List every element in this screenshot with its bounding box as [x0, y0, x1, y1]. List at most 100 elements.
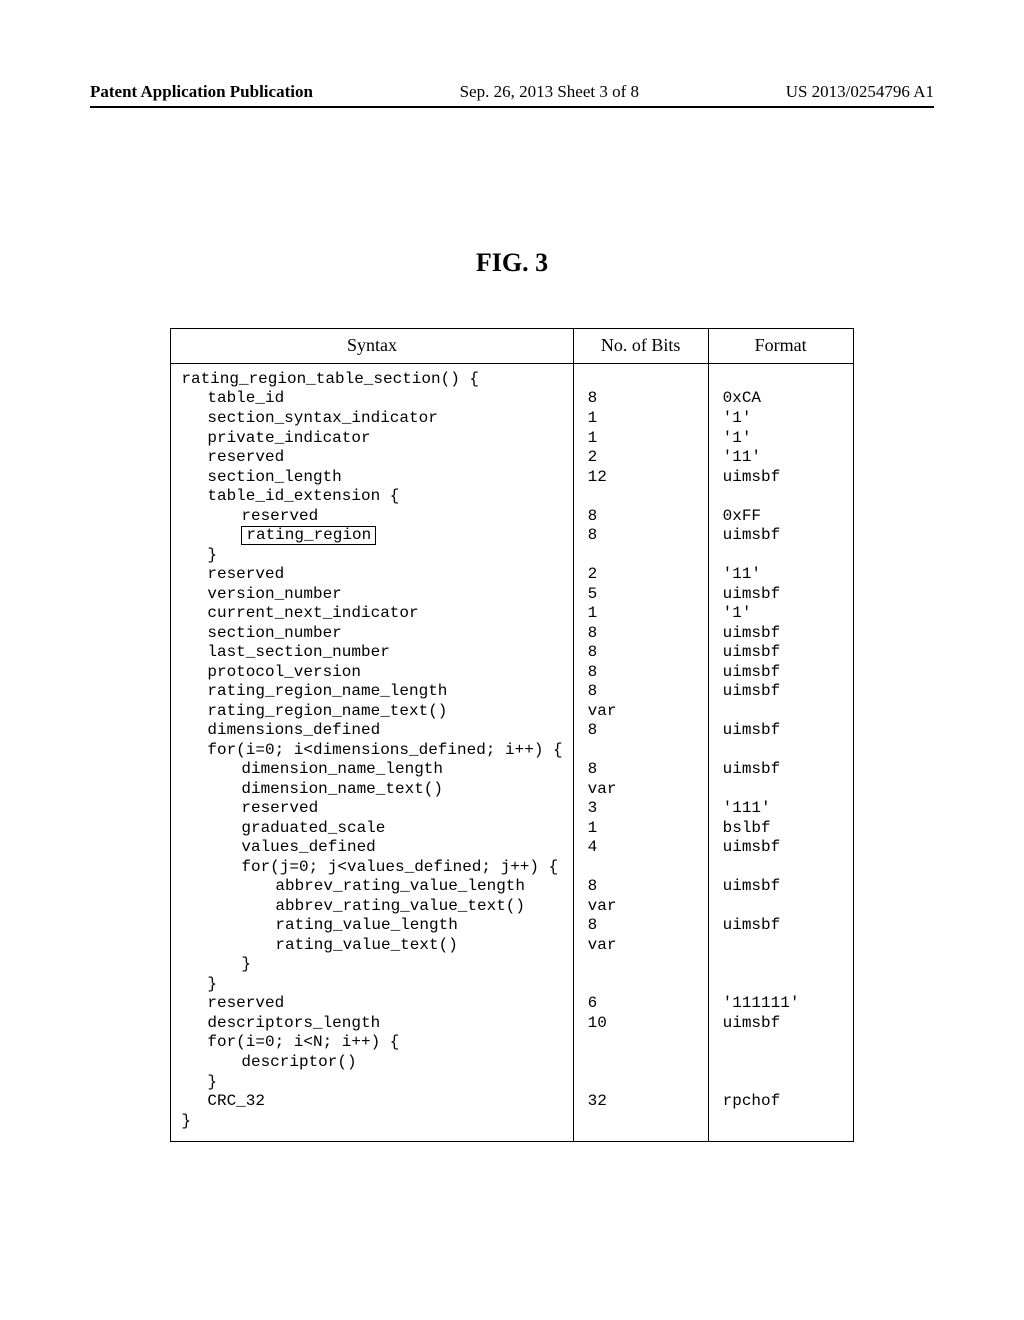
bits-line: 10	[588, 1014, 698, 1034]
format-line: uimsbf	[723, 663, 843, 683]
syntax-line: }	[181, 975, 562, 995]
format-line	[723, 1112, 843, 1132]
syntax-line: rating_region	[181, 526, 562, 546]
page: Patent Application Publication Sep. 26, …	[0, 0, 1024, 1320]
bits-line: 32	[588, 1092, 698, 1112]
syntax-line: protocol_version	[181, 663, 562, 683]
syntax-line: section_number	[181, 624, 562, 644]
syntax-line: rating_region_table_section() {	[181, 370, 562, 390]
bits-line	[588, 1053, 698, 1073]
format-line	[723, 975, 843, 995]
bits-line: 5	[588, 585, 698, 605]
syntax-line: section_syntax_indicator	[181, 409, 562, 429]
format-line	[723, 487, 843, 507]
format-line	[723, 858, 843, 878]
table-wrap: Syntax No. of Bits Format rating_region_…	[90, 328, 934, 1142]
syntax-line: descriptors_length	[181, 1014, 562, 1034]
syntax-line: rating_region_name_text()	[181, 702, 562, 722]
bits-line	[588, 546, 698, 566]
header-left: Patent Application Publication	[90, 82, 313, 102]
format-line: bslbf	[723, 819, 843, 839]
format-line: uimsbf	[723, 526, 843, 546]
bits-line	[588, 1073, 698, 1093]
syntax-line: reserved	[181, 565, 562, 585]
syntax-line: table_id	[181, 389, 562, 409]
syntax-line: values_defined	[181, 838, 562, 858]
format-line	[723, 546, 843, 566]
bits-line: 8	[588, 760, 698, 780]
format-line: '1'	[723, 409, 843, 429]
bits-line: 8	[588, 877, 698, 897]
col-header-format: Format	[708, 329, 853, 364]
syntax-line: rating_value_text()	[181, 936, 562, 956]
syntax-line: for(i=0; i<dimensions_defined; i++) {	[181, 741, 562, 761]
format-line: uimsbf	[723, 585, 843, 605]
format-line	[723, 741, 843, 761]
col-header-bits: No. of Bits	[573, 329, 708, 364]
format-cell: 0xCA'1''1''11'uimsbf 0xFFuimsbf '11'uims…	[708, 363, 853, 1141]
format-line: uimsbf	[723, 721, 843, 741]
figure-title: FIG. 3	[90, 248, 934, 278]
format-line	[723, 1033, 843, 1053]
bits-line: 1	[588, 819, 698, 839]
syntax-cell: rating_region_table_section() {table_ids…	[171, 363, 573, 1141]
bits-line: 6	[588, 994, 698, 1014]
format-line	[723, 897, 843, 917]
table-header-row: Syntax No. of Bits Format	[171, 329, 853, 364]
format-line: '11'	[723, 565, 843, 585]
format-line	[723, 780, 843, 800]
format-line: uimsbf	[723, 468, 843, 488]
format-line: uimsbf	[723, 643, 843, 663]
syntax-line: abbrev_rating_value_length	[181, 877, 562, 897]
syntax-line: last_section_number	[181, 643, 562, 663]
format-line	[723, 1073, 843, 1093]
syntax-line: rating_region_name_length	[181, 682, 562, 702]
format-line: uimsbf	[723, 682, 843, 702]
bits-line: 8	[588, 682, 698, 702]
format-line: uimsbf	[723, 877, 843, 897]
bits-line: var	[588, 780, 698, 800]
format-line	[723, 702, 843, 722]
format-line: 0xCA	[723, 389, 843, 409]
syntax-line: abbrev_rating_value_text()	[181, 897, 562, 917]
syntax-line: }	[181, 546, 562, 566]
syntax-line: descriptor()	[181, 1053, 562, 1073]
syntax-line: dimension_name_text()	[181, 780, 562, 800]
syntax-line: section_length	[181, 468, 562, 488]
syntax-line: reserved	[181, 994, 562, 1014]
format-line: '1'	[723, 604, 843, 624]
format-line: uimsbf	[723, 916, 843, 936]
bits-cell: 811212 88 2518888var8 8var314 8var8var 6…	[573, 363, 708, 1141]
bits-line: 1	[588, 604, 698, 624]
syntax-line: private_indicator	[181, 429, 562, 449]
bits-line: 8	[588, 721, 698, 741]
format-line: uimsbf	[723, 760, 843, 780]
bits-line	[588, 975, 698, 995]
syntax-line: }	[181, 955, 562, 975]
syntax-line: }	[181, 1112, 562, 1132]
format-line	[723, 370, 843, 390]
bits-line	[588, 1112, 698, 1132]
bits-line: 12	[588, 468, 698, 488]
syntax-line: current_next_indicator	[181, 604, 562, 624]
bits-line: 8	[588, 389, 698, 409]
bits-line	[588, 370, 698, 390]
bits-line: 8	[588, 507, 698, 527]
bits-line: 8	[588, 643, 698, 663]
bits-line: 1	[588, 429, 698, 449]
format-line: rpchof	[723, 1092, 843, 1112]
bits-line: 8	[588, 624, 698, 644]
bits-line: 2	[588, 448, 698, 468]
col-header-syntax: Syntax	[171, 329, 573, 364]
format-line: '11'	[723, 448, 843, 468]
format-line: '111'	[723, 799, 843, 819]
syntax-line: version_number	[181, 585, 562, 605]
bits-line: 3	[588, 799, 698, 819]
format-line: uimsbf	[723, 838, 843, 858]
table-body-row: rating_region_table_section() {table_ids…	[171, 363, 853, 1141]
bits-line: 2	[588, 565, 698, 585]
format-line: uimsbf	[723, 624, 843, 644]
syntax-line: reserved	[181, 507, 562, 527]
syntax-line: rating_value_length	[181, 916, 562, 936]
bits-line	[588, 741, 698, 761]
